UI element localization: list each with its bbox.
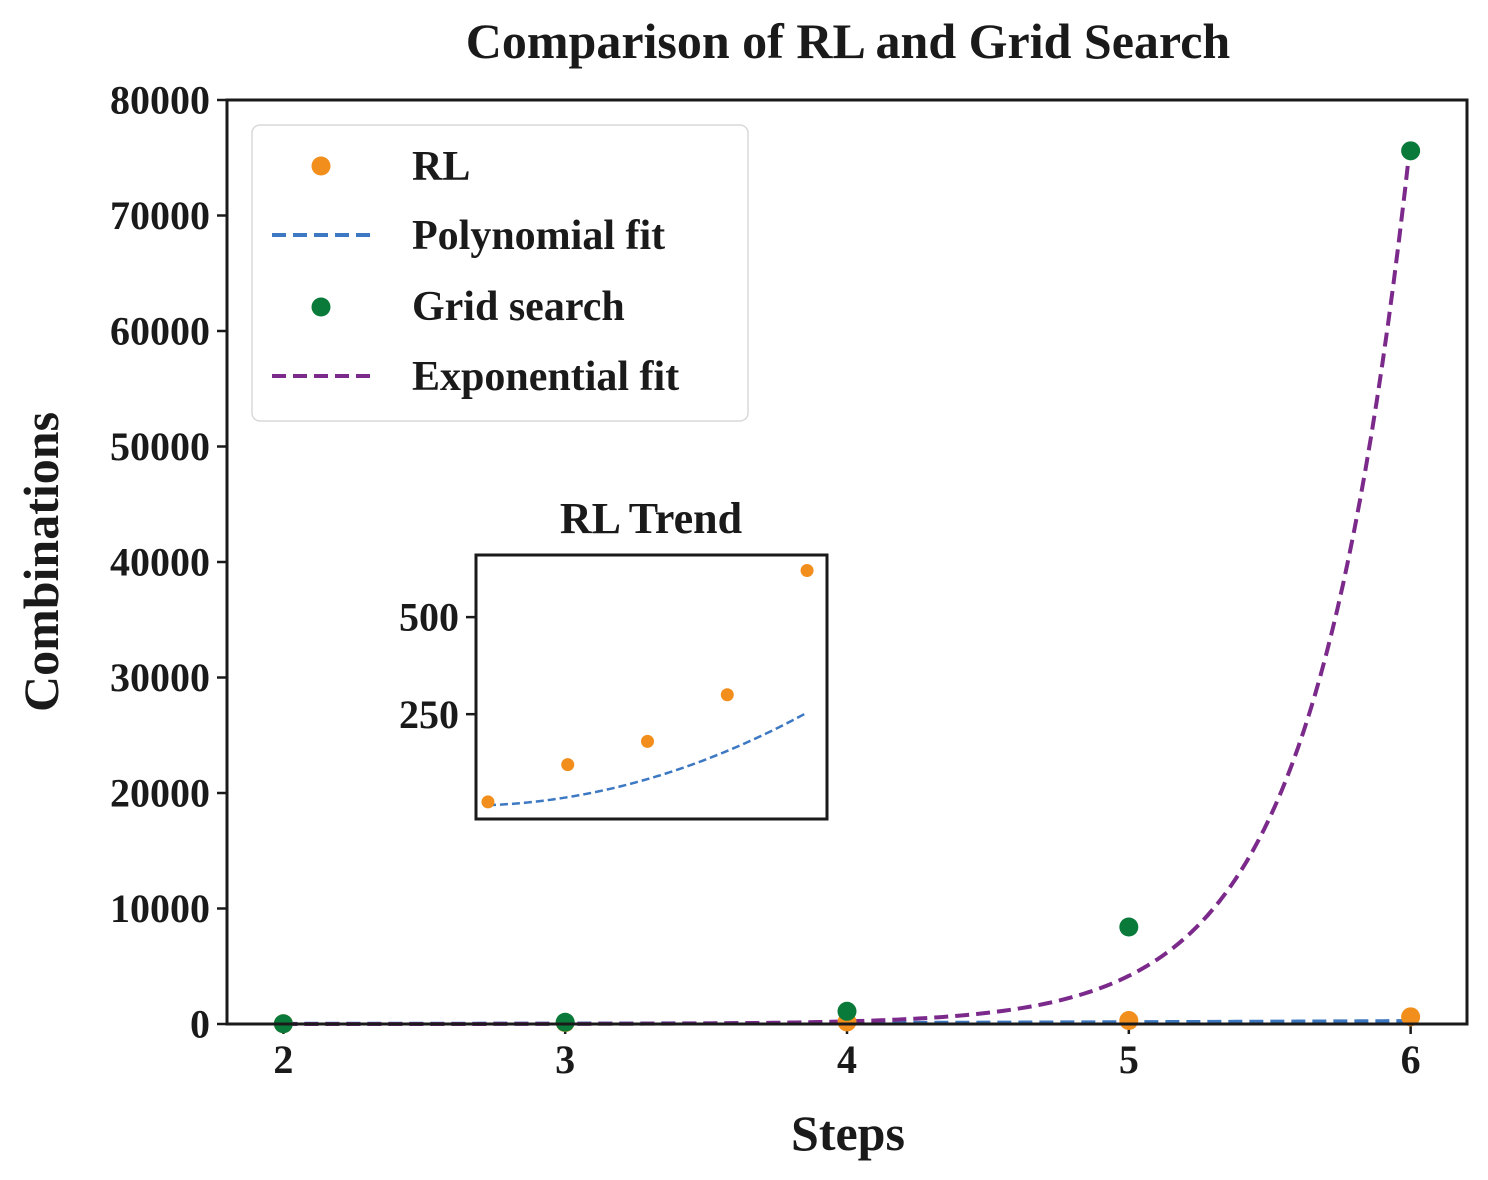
inset-title: RL Trend bbox=[560, 494, 742, 543]
y-tick-label: 0 bbox=[190, 1002, 210, 1047]
rl-point bbox=[641, 734, 655, 748]
chart-title: Comparison of RL and Grid Search bbox=[466, 13, 1231, 69]
y-tick-label: 40000 bbox=[110, 540, 210, 585]
grid-search-point bbox=[555, 1012, 575, 1032]
polynomial-fit-line bbox=[487, 711, 808, 807]
y-axis-label: Combinations bbox=[13, 412, 69, 712]
rl-point bbox=[1401, 1007, 1421, 1027]
exponential-fit-line bbox=[283, 139, 1413, 1026]
legend-marker-rl bbox=[311, 156, 331, 176]
rl-point bbox=[1119, 1011, 1139, 1031]
y-tick-label: 250 bbox=[399, 692, 459, 737]
y-tick-label: 500 bbox=[399, 595, 459, 640]
grid-search-point bbox=[1119, 917, 1139, 937]
main-plot-series bbox=[273, 139, 1421, 1034]
y-tick-label: 60000 bbox=[110, 309, 210, 354]
x-axis-label: Steps bbox=[791, 1105, 905, 1161]
y-tick-label: 30000 bbox=[110, 655, 210, 700]
legend-label-polynomial-fit: Polynomial fit bbox=[412, 213, 665, 259]
rl-point bbox=[481, 795, 495, 809]
legend-label-rl: RL bbox=[412, 144, 470, 190]
x-tick-label: 2 bbox=[273, 1037, 293, 1082]
y-tick-label: 10000 bbox=[110, 886, 210, 931]
inset-plot-frame bbox=[474, 553, 829, 821]
inset-chart: RL Trend 250 500 bbox=[399, 494, 829, 821]
y-tick-label: 70000 bbox=[110, 193, 210, 238]
y-tick-label: 20000 bbox=[110, 771, 210, 816]
main-axis-ticks: 2 3 4 5 6 0 10000 20000 30000 40000 50000 60000 7000… bbox=[110, 78, 1421, 1082]
y-tick-label: 50000 bbox=[110, 424, 210, 469]
x-tick-label: 4 bbox=[837, 1037, 857, 1082]
y-tick-label: 80000 bbox=[110, 78, 210, 123]
main-plot-frame bbox=[225, 98, 1469, 1026]
legend-frame bbox=[251, 124, 749, 422]
rl-point bbox=[720, 688, 734, 702]
inset-axis-ticks: 250 500 bbox=[399, 595, 476, 737]
legend-label-grid-search: Grid search bbox=[412, 284, 625, 330]
inset-plot-series bbox=[481, 564, 814, 809]
x-tick-label: 6 bbox=[1401, 1037, 1421, 1082]
inset-background bbox=[476, 555, 827, 819]
rl-point bbox=[800, 564, 814, 578]
x-tick-label: 5 bbox=[1119, 1037, 1139, 1082]
grid-search-point bbox=[1401, 141, 1421, 161]
legend: RL Polynomial fit Grid search Exponentia… bbox=[251, 124, 749, 422]
legend-label-exponential-fit: Exponential fit bbox=[412, 354, 679, 400]
legend-marker-grid-search bbox=[311, 297, 331, 317]
rl-point bbox=[561, 758, 575, 772]
x-tick-label: 3 bbox=[555, 1037, 575, 1082]
grid-search-point bbox=[837, 1001, 857, 1021]
